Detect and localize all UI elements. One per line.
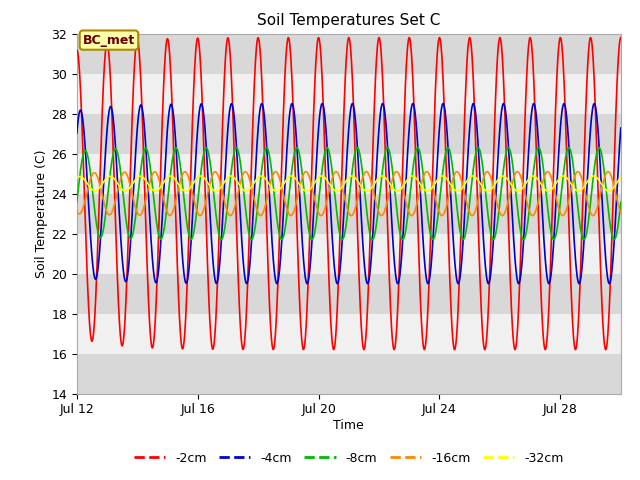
- X-axis label: Time: Time: [333, 419, 364, 432]
- Bar: [77, 234, 621, 274]
- Bar: [77, 73, 621, 114]
- Y-axis label: Soil Temperature (C): Soil Temperature (C): [35, 149, 49, 278]
- Bar: [77, 154, 621, 193]
- Bar: [77, 274, 621, 313]
- Title: Soil Temperatures Set C: Soil Temperatures Set C: [257, 13, 440, 28]
- Bar: [77, 313, 621, 354]
- Text: BC_met: BC_met: [83, 34, 135, 47]
- Legend: -2cm, -4cm, -8cm, -16cm, -32cm: -2cm, -4cm, -8cm, -16cm, -32cm: [129, 447, 568, 469]
- Bar: [77, 193, 621, 234]
- Bar: [77, 114, 621, 154]
- Bar: [77, 354, 621, 394]
- Bar: [77, 34, 621, 73]
